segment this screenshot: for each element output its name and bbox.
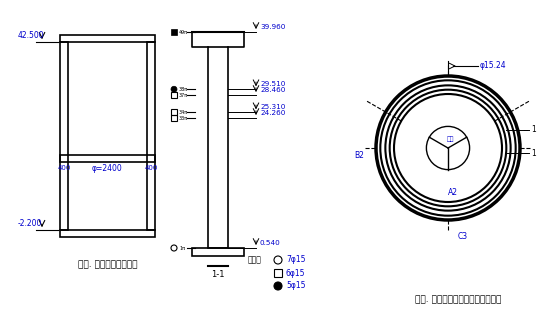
Text: 33π: 33π [179, 115, 188, 121]
Text: 24.260: 24.260 [260, 110, 285, 116]
Bar [274, 269, 282, 277]
Bar [60, 230, 155, 237]
Circle shape [171, 86, 177, 92]
Text: 0.540: 0.540 [260, 240, 281, 246]
Text: 图一. 生料库立面示意图: 图一. 生料库立面示意图 [78, 260, 137, 269]
Text: 34π: 34π [179, 110, 188, 115]
Text: 7φ15: 7φ15 [286, 256, 305, 264]
Text: C3: C3 [458, 232, 468, 241]
Text: B2: B2 [354, 151, 364, 160]
Text: 25.310: 25.310 [260, 104, 285, 110]
Text: 400: 400 [144, 165, 158, 171]
Bar [60, 155, 155, 162]
Bar [171, 92, 177, 98]
Text: 29.510: 29.510 [260, 81, 285, 87]
Text: 38π: 38π [179, 87, 188, 92]
Text: 49π: 49π [179, 30, 188, 35]
Bar [60, 42, 68, 230]
Text: 1: 1 [532, 126, 536, 134]
Text: 28.460: 28.460 [260, 87, 285, 93]
Text: 文三: 文三 [447, 137, 454, 142]
Bar [208, 47, 228, 248]
Bar [171, 115, 177, 121]
Text: 图二. 库壁预应力钓绞线布置示意图: 图二. 库壁预应力钓绞线布置示意图 [415, 295, 501, 304]
Text: A2: A2 [448, 188, 458, 197]
Text: 6φ15: 6φ15 [286, 268, 305, 277]
Bar [60, 35, 155, 42]
Text: φ15.24: φ15.24 [480, 62, 506, 71]
Text: -2.200: -2.200 [18, 219, 42, 228]
Text: 1-1: 1-1 [211, 270, 225, 279]
Circle shape [274, 282, 282, 290]
Text: 5φ15: 5φ15 [286, 281, 305, 290]
Bar [192, 248, 244, 256]
Text: φ=2400: φ=2400 [92, 164, 123, 173]
Text: 37π: 37π [179, 92, 188, 98]
Text: 42.500: 42.500 [18, 31, 45, 40]
Text: 1π: 1π [179, 245, 185, 250]
Text: 1: 1 [532, 148, 536, 157]
Text: 图例：: 图例： [248, 256, 262, 264]
Bar [171, 29, 177, 35]
Text: 400: 400 [57, 165, 71, 171]
Bar [147, 42, 155, 230]
Text: 39.960: 39.960 [260, 24, 285, 30]
Bar [171, 109, 177, 115]
